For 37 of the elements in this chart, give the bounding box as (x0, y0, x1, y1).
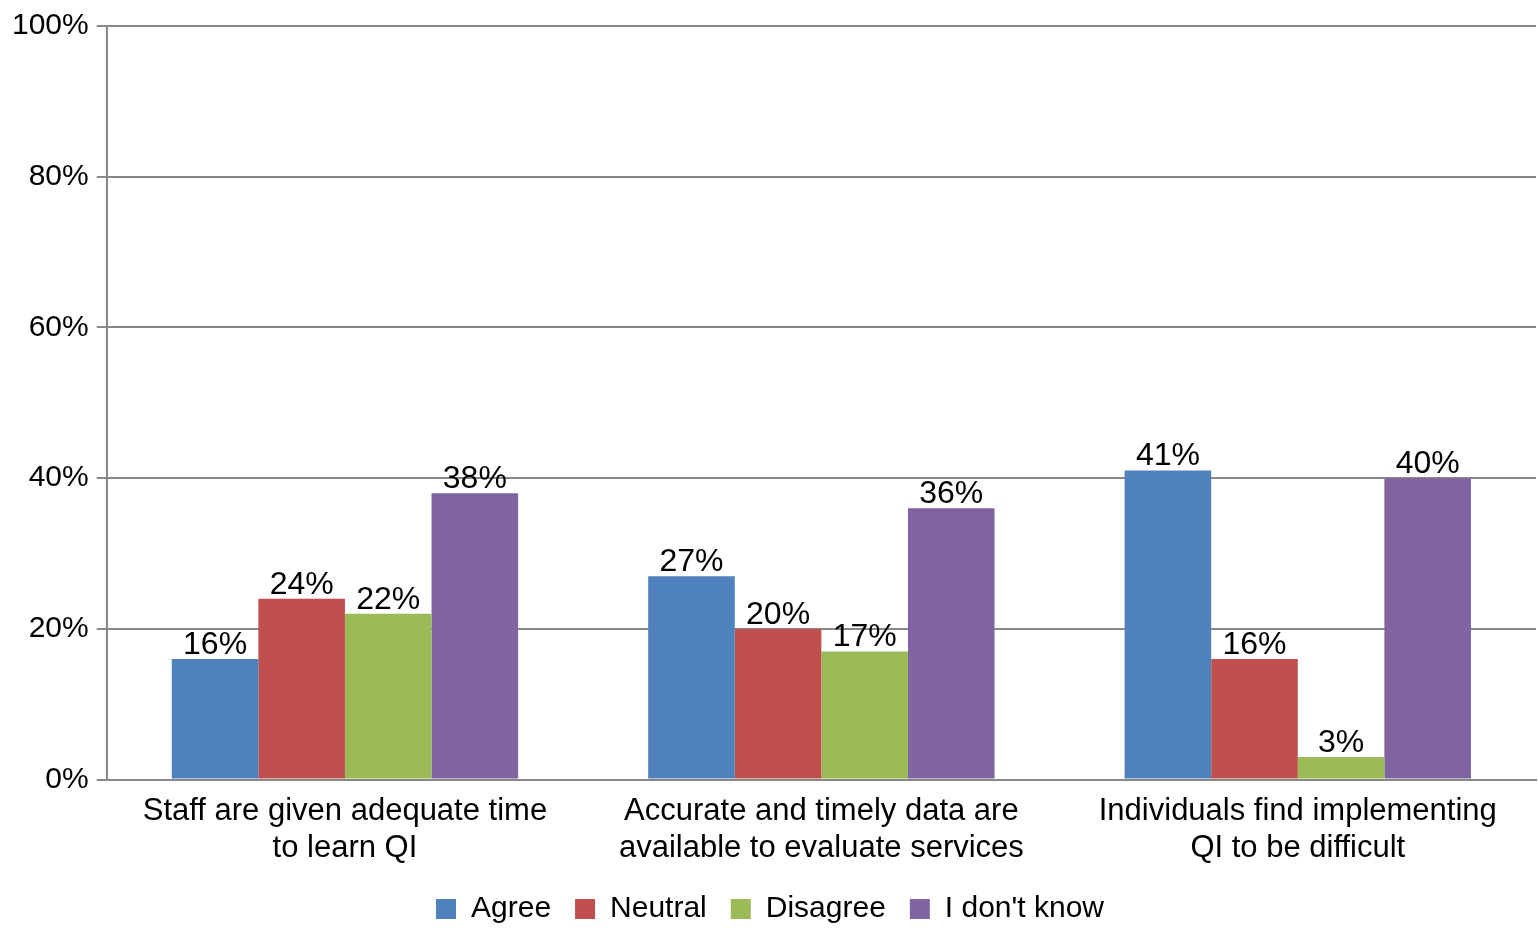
bar (344, 613, 432, 779)
bar (1297, 756, 1385, 779)
data-label: 17% (832, 617, 897, 654)
data-label: 36% (919, 474, 984, 511)
bar (734, 628, 822, 779)
x-tick-label: Staff are given adequate time to learn QI (142, 791, 548, 864)
bar (431, 493, 519, 779)
data-label: 22% (356, 579, 421, 616)
y-tick-label: 20% (28, 610, 89, 644)
data-label: 24% (269, 564, 334, 601)
data-label: 38% (442, 459, 507, 496)
data-label: 16% (1222, 624, 1287, 661)
bar (1384, 478, 1471, 779)
data-label: 41% (1135, 436, 1200, 473)
bar (171, 659, 259, 779)
data-label: 27% (659, 541, 724, 578)
legend-label: Agree (471, 890, 552, 924)
x-tick-label: Individuals find implementing QI to be difficult (1098, 791, 1497, 864)
y-tick-label: 80% (28, 157, 89, 191)
bar (821, 651, 908, 779)
bar (907, 508, 995, 779)
data-label: 40% (1395, 443, 1460, 480)
data-label: 3% (1317, 722, 1365, 759)
bar (648, 576, 735, 779)
y-tick-label: 40% (28, 459, 89, 493)
x-tick-label: Accurate and timely data are available to evaluate services (618, 791, 1024, 864)
data-label: 16% (183, 624, 248, 661)
y-tick-label: 0% (45, 760, 89, 794)
data-label: 20% (746, 594, 811, 631)
y-tick-label: 100% (11, 7, 89, 41)
bar (1124, 470, 1212, 779)
legend-label: I don't know (944, 890, 1105, 924)
y-tick-label: 60% (28, 308, 89, 342)
legend-label: Neutral (610, 890, 707, 924)
bar (1211, 659, 1298, 779)
bar (258, 598, 345, 779)
legend-label: Disagree (765, 890, 886, 924)
